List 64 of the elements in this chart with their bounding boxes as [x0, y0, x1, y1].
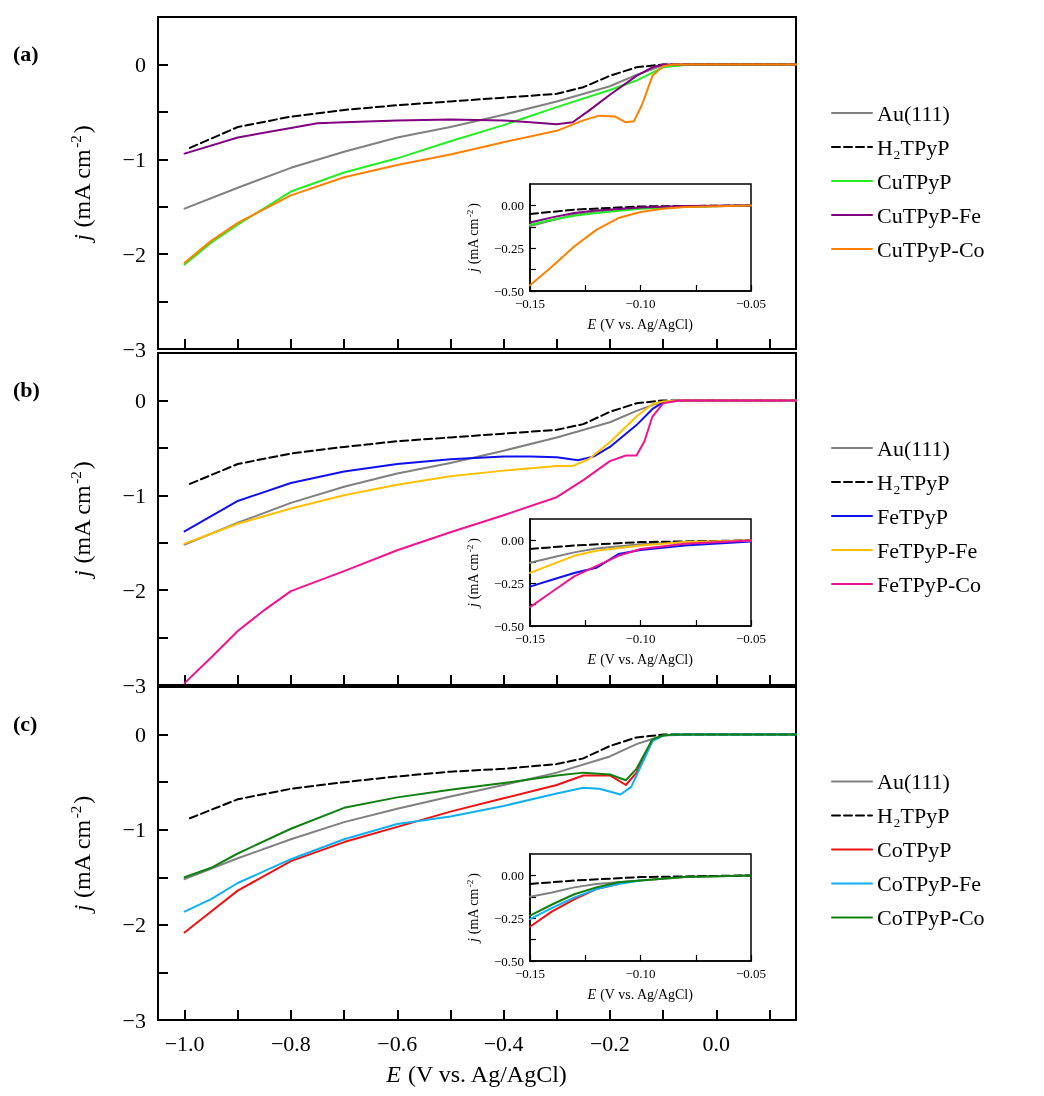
y-tick-label: 0.00: [501, 867, 524, 883]
y-axis-title: j (mA cm-2): [67, 795, 95, 915]
legend-label: FeTPyP: [877, 503, 948, 529]
x-tick-label: −0.05: [735, 631, 767, 646]
legend-label: CoTPyP-Fe: [877, 871, 981, 896]
y-axis-title: j (mA cm-2): [464, 202, 482, 274]
x-axis-title: E (V vs. Ag/AgCl): [385, 1061, 567, 1087]
legend-label: FeTPyP-Co: [877, 571, 981, 597]
y-axis-title: j (mA cm-2): [464, 537, 482, 609]
x-tick-label: −0.4: [483, 1030, 524, 1056]
legend-label: Au(111): [877, 769, 950, 794]
y-tick-label: −2: [122, 241, 146, 267]
y-tick-label: −1: [122, 817, 146, 843]
legend-label: CuTPyP-Co: [877, 236, 985, 262]
x-tick-label: −0.15: [514, 296, 546, 311]
legend-label: H₂TPyP: [877, 134, 950, 160]
y-tick-label: −0.25: [493, 240, 524, 256]
x-axis-title: E (V vs. Ag/AgCl): [586, 651, 694, 668]
x-tick-label: −0.8: [270, 1030, 311, 1056]
text: (b): [13, 376, 40, 402]
y-tick-label: −3: [122, 1007, 146, 1033]
y-tick-label: 0: [135, 722, 146, 748]
y-tick-label: −0.50: [493, 953, 524, 969]
y-tick-label: −0.50: [493, 283, 524, 299]
y-tick-label: −3: [122, 336, 146, 362]
y-tick-label: 0: [135, 51, 146, 77]
x-tick-label: −0.2: [589, 1030, 630, 1056]
legend-label: FeTPyP-Fe: [877, 537, 978, 563]
y-tick-label: −3: [122, 672, 146, 698]
x-tick-label: −0.6: [377, 1030, 418, 1056]
legend-label: CoTPyP-Co: [877, 905, 985, 930]
legend-label: H₂TPyP: [877, 803, 950, 828]
x-tick-label: −0.10: [625, 296, 656, 311]
x-axis-title: E (V vs. Ag/AgCl): [586, 316, 694, 333]
y-tick-label: −2: [122, 577, 146, 603]
y-tick-label: −2: [122, 912, 146, 938]
y-tick-label: −1: [122, 146, 146, 172]
y-tick-label: −0.25: [493, 910, 524, 926]
text: (c): [13, 710, 38, 736]
x-tick-label: −0.15: [514, 966, 546, 981]
x-tick-label: −0.15: [514, 631, 546, 646]
y-tick-label: 0: [135, 387, 146, 413]
x-tick-label: −0.05: [735, 966, 767, 981]
y-tick-label: 0.00: [501, 532, 524, 548]
y-tick-label: −0.50: [493, 618, 524, 634]
text: (a): [13, 40, 39, 66]
x-tick-label: −1.0: [164, 1030, 205, 1056]
x-tick-label: −0.05: [735, 296, 767, 311]
legend-label: CuTPyP-Fe: [877, 202, 981, 228]
x-tick-label: −0.10: [625, 631, 656, 646]
y-tick-label: −1: [122, 482, 146, 508]
legend-label: H₂TPyP: [877, 469, 950, 495]
x-tick-label: −0.10: [625, 966, 656, 981]
legend-label: CoTPyP: [877, 837, 952, 862]
y-axis-title: j (mA cm-2): [464, 872, 482, 944]
y-axis-title: j (mA cm-2): [67, 125, 95, 244]
legend-label: Au(111): [877, 100, 950, 126]
x-tick-label: 0.0: [702, 1030, 730, 1056]
legend-label: CuTPyP: [877, 168, 952, 194]
y-axis-title: j (mA cm-2): [67, 461, 95, 580]
y-tick-label: 0.00: [501, 197, 524, 213]
y-tick-label: −0.25: [493, 575, 524, 591]
x-axis-title: E (V vs. Ag/AgCl): [586, 986, 694, 1003]
legend-label: Au(111): [877, 435, 950, 461]
